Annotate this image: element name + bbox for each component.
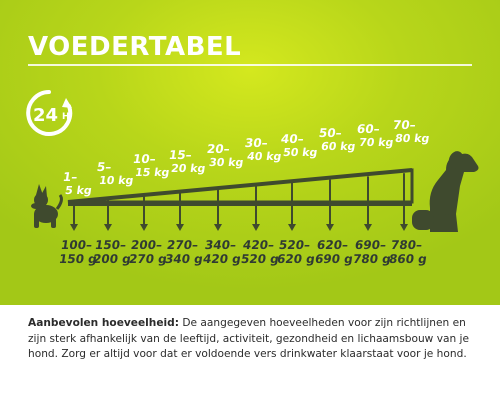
scale-arrow-head bbox=[70, 224, 78, 231]
weight-to: 50 kg bbox=[282, 146, 319, 159]
scale-ramp-edge bbox=[67, 168, 413, 204]
24h-label: 24 bbox=[33, 105, 58, 126]
weight-range-4: 15– 20 kg bbox=[166, 148, 210, 176]
amount-to: 690 g bbox=[314, 252, 354, 266]
title-divider bbox=[28, 64, 472, 66]
weight-from: 60– bbox=[356, 122, 381, 136]
weight-to: 60 kg bbox=[320, 140, 357, 153]
scale-arrow-head bbox=[140, 224, 148, 231]
amount-from: 340– bbox=[204, 238, 238, 252]
weight-range-10: 70– 80 kg bbox=[390, 118, 434, 146]
scale-arrow-head bbox=[288, 224, 296, 231]
amount-from: 780– bbox=[390, 238, 424, 252]
amount-to: 780 g bbox=[352, 252, 392, 266]
amount-range-4: 270– 340 g bbox=[164, 238, 206, 266]
amount-to: 270 g bbox=[128, 252, 168, 266]
amount-to: 520 g bbox=[240, 252, 280, 266]
amount-from: 520– bbox=[278, 238, 312, 252]
24h-clock-icon: 24 H bbox=[26, 90, 73, 136]
feeding-table-panel: VOEDERTABEL 24 H bbox=[26, 32, 479, 266]
amount-from: 620– bbox=[316, 238, 350, 252]
weight-to: 20 kg bbox=[170, 162, 207, 175]
amount-to: 340 g bbox=[164, 252, 204, 266]
weight-to: 80 kg bbox=[394, 132, 431, 145]
amount-from: 690– bbox=[354, 238, 388, 252]
large-dog-icon bbox=[412, 151, 479, 232]
amount-to: 620 g bbox=[276, 252, 316, 266]
amount-range-5: 340– 420 g bbox=[202, 238, 244, 266]
recommendation-note: Aanbevolen hoeveelheid: De aangegeven ho… bbox=[28, 316, 480, 363]
weight-from: 15– bbox=[168, 148, 193, 162]
amount-from: 270– bbox=[166, 238, 200, 252]
page-title: VOEDERTABEL bbox=[28, 32, 242, 62]
amount-to: 420 g bbox=[202, 252, 242, 266]
weight-from: 5– bbox=[96, 160, 113, 174]
weight-from: 70– bbox=[392, 118, 417, 132]
amount-to: 200 g bbox=[92, 252, 132, 266]
weight-range-7: 40– 50 kg bbox=[278, 132, 322, 160]
weight-range-5: 20– 30 kg bbox=[204, 142, 248, 170]
scale-arrow-head bbox=[364, 224, 372, 231]
scale-arrow-head bbox=[400, 224, 408, 231]
weight-to: 30 kg bbox=[208, 156, 245, 169]
weight-from: 50– bbox=[318, 126, 343, 140]
note-text: De aangegeven hoeveelheden voor zijn ric… bbox=[28, 317, 470, 360]
note-label: Aanbevolen hoeveelheid: bbox=[28, 317, 179, 329]
scale-baseline bbox=[68, 202, 412, 206]
amount-range-7: 520– 620 g bbox=[276, 238, 318, 266]
weight-from: 10– bbox=[132, 152, 157, 166]
amount-from: 150– bbox=[94, 238, 128, 252]
amount-from: 420– bbox=[242, 238, 276, 252]
amount-range-8: 620– 690 g bbox=[314, 238, 356, 266]
scale-arrow-head bbox=[214, 224, 222, 231]
scale-arrow-head bbox=[326, 224, 334, 231]
weight-from: 40– bbox=[280, 132, 305, 146]
weight-from: 30– bbox=[244, 136, 269, 150]
amount-to: 860 g bbox=[388, 252, 428, 266]
amount-from: 200– bbox=[130, 238, 164, 252]
weight-from: 1– bbox=[62, 170, 79, 184]
scale-arrows bbox=[70, 173, 408, 231]
note-panel bbox=[0, 305, 500, 400]
small-dog-icon bbox=[31, 184, 63, 228]
24h-unit: H bbox=[62, 112, 70, 122]
scale-arrow-head bbox=[252, 224, 260, 231]
weight-from: 20– bbox=[206, 142, 231, 156]
amount-range-10: 780– 860 g bbox=[388, 238, 430, 266]
scale-arrow-head bbox=[176, 224, 184, 231]
scale-arrow-head bbox=[104, 224, 112, 231]
feeding-scale-graphic bbox=[31, 151, 479, 232]
